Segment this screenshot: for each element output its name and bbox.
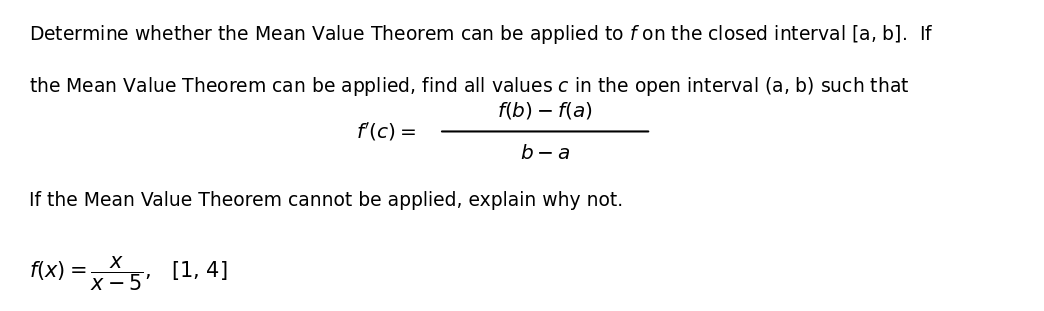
Text: If the Mean Value Theorem cannot be applied, explain why not.: If the Mean Value Theorem cannot be appl… <box>29 191 623 210</box>
Text: $f(b) - f(a)$: $f(b) - f(a)$ <box>497 100 593 121</box>
Text: the Mean Value Theorem can be applied, find all values $c$ in the open interval : the Mean Value Theorem can be applied, f… <box>29 75 909 98</box>
Text: $f'(c) = $: $f'(c) = $ <box>356 121 417 143</box>
Text: $b - a$: $b - a$ <box>520 144 570 164</box>
Text: $f(x) = \dfrac{x}{x-5}$,   [1, 4]: $f(x) = \dfrac{x}{x-5}$, [1, 4] <box>29 254 228 293</box>
Text: Determine whether the Mean Value Theorem can be applied to $f$ on the closed int: Determine whether the Mean Value Theorem… <box>29 23 933 46</box>
